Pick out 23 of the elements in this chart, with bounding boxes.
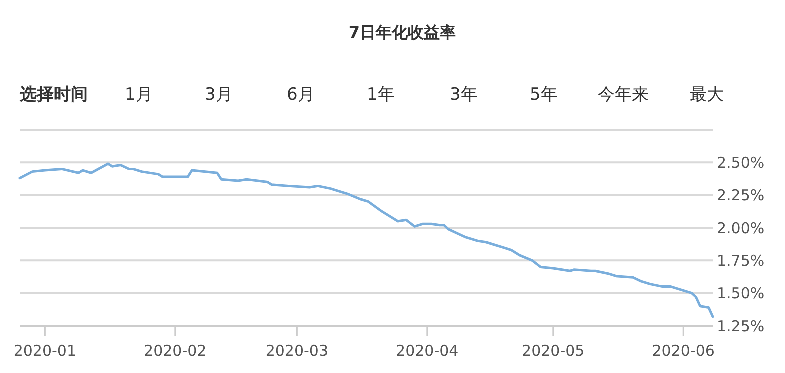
text: 5年	[530, 85, 558, 105]
y-tick-label: 2.25%	[717, 186, 765, 205]
x-tick-label: 2020-03	[266, 342, 329, 360]
text: 选择时间	[19, 85, 88, 105]
y-tick-label: 2.50%	[717, 154, 765, 172]
text: 今年来	[598, 85, 649, 105]
x-tick-label: 2020-06	[652, 342, 715, 360]
x-tick-label: 2020-04	[396, 342, 459, 360]
text: 1年	[367, 85, 395, 105]
text: 3年	[450, 85, 478, 105]
y-tick-label: 1.25%	[717, 317, 765, 336]
line-series	[18, 162, 714, 318]
x-tick-label: 2020-02	[144, 342, 207, 360]
y-tick-label: 2.00%	[717, 219, 765, 238]
chart-title: 7日年化收益率	[348, 23, 456, 42]
x-tick-label: 2020-05	[522, 342, 585, 360]
text: 最大	[690, 85, 724, 105]
y-tick-label: 1.50%	[717, 284, 765, 303]
text: 6月	[287, 85, 315, 105]
text: 3月	[205, 85, 233, 105]
x-tick-label: 2020-01	[14, 342, 77, 360]
text: 1月	[125, 85, 153, 105]
y-tick-label: 1.75%	[717, 252, 765, 270]
